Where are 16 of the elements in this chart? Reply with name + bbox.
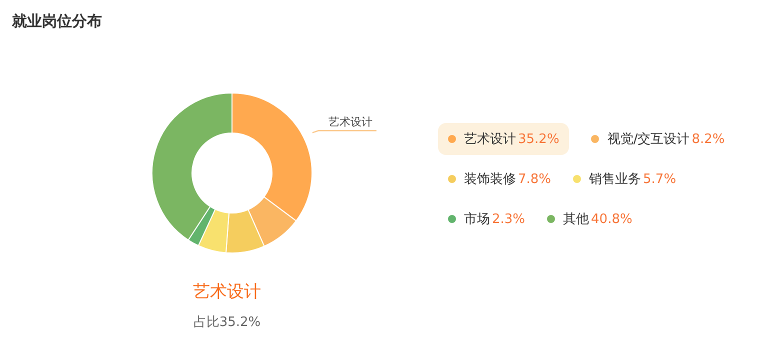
data-label: 40.8%: [591, 212, 632, 226]
data-label: 35.2%: [518, 132, 560, 146]
data-label: 7.8%: [518, 172, 552, 186]
legend-label: 销售业务: [589, 171, 642, 188]
legend-label: 视觉/交互设计: [607, 131, 690, 148]
slice-label: 艺术设计: [328, 116, 372, 129]
legend-label: 其他: [563, 211, 590, 228]
data-label: 2.3%: [492, 212, 526, 226]
category-label: 艺术设计: [193, 282, 261, 302]
legend-label: 装饰装修: [464, 171, 516, 188]
chart-title: 就业岗位分布: [12, 12, 102, 31]
data-label: 8.2%: [692, 132, 725, 146]
data-label: 5.7%: [643, 172, 676, 186]
legend-label: 艺术设计: [464, 131, 516, 148]
text: 占比35.2%: [192, 314, 262, 331]
legend-label: 市场: [464, 211, 490, 228]
